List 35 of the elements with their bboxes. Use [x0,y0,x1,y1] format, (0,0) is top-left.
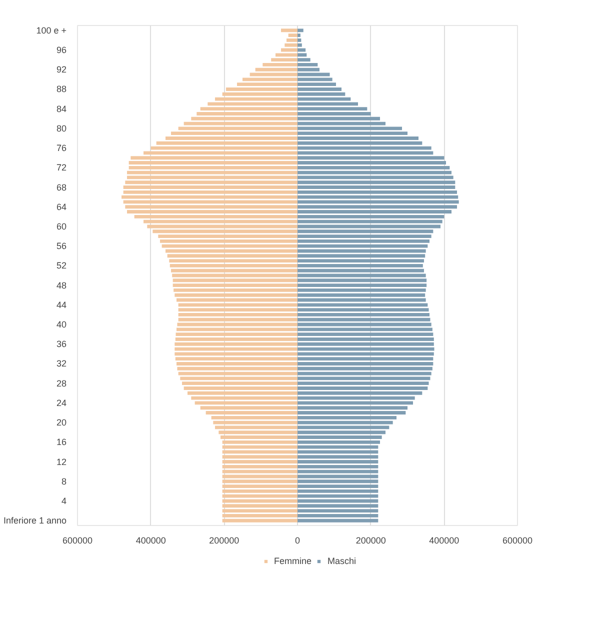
y-tick-label: 24 [56,398,67,408]
y-tick-label: 72 [56,162,67,173]
y-tick-label: 4 [61,496,67,506]
y-tick-label: 92 [56,64,67,75]
legend-label: Maschi [328,556,356,566]
x-tick-label: 200000 [356,536,386,546]
y-tick-label: 64 [56,202,67,212]
y-tick-label: 88 [56,84,67,94]
y-tick-label: 12 [56,456,67,467]
y-tick-label: 76 [56,143,67,154]
legend-label: Femmine [274,556,312,566]
y-tick-label: 40 [56,320,67,330]
x-tick-label: 600000 [502,536,533,546]
y-tick-label: 20 [56,418,67,428]
y-tick-label: 44 [56,300,67,310]
y-tick-label: 96 [56,45,67,56]
y-tick-label: 80 [56,123,67,134]
y-tick-label: 68 [56,182,67,192]
y-tick-label: Inferiore 1 anno [3,516,67,526]
y-tick-label: 48 [56,280,67,290]
x-tick-label: 600000 [62,536,93,546]
y-tick-label: 32 [56,358,67,369]
y-tick-label: 56 [56,241,67,252]
y-tick-label: 8 [61,476,67,486]
y-tick-label: 16 [56,437,67,448]
y-tick-label: 100 e + [36,25,67,36]
y-tick-label: 84 [56,104,67,114]
y-tick-label: 28 [56,378,67,388]
x-tick-label: 400000 [429,536,460,546]
x-tick-label: 0 [294,536,300,546]
y-tick-label: 60 [56,221,67,232]
y-tick-label: 52 [56,260,67,271]
x-tick-label: 200000 [209,536,240,546]
y-tick-label: 36 [56,339,67,350]
x-tick-label: 400000 [136,536,166,546]
